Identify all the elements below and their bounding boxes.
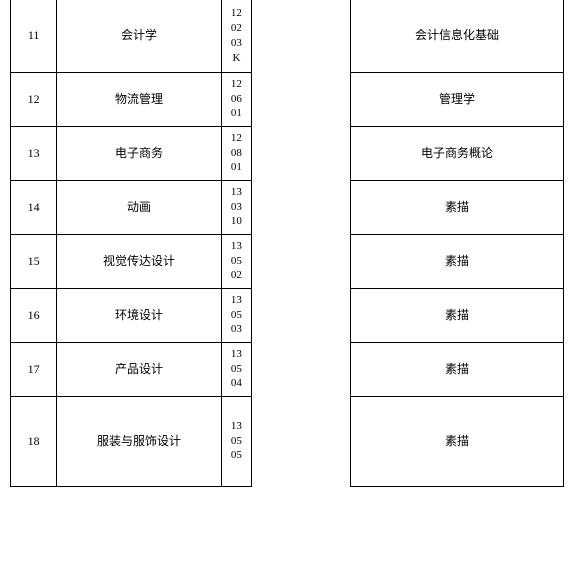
course-name: 会计信息化基础 [351,0,564,72]
row-number: 11 [11,0,57,72]
table-row: 13 电子商务 120801 [11,126,252,180]
major-name: 动画 [57,180,222,234]
major-name: 电子商务 [57,126,222,180]
major-code: 130503 [221,288,251,342]
row-number: 13 [11,126,57,180]
table-row: 素描 [351,396,564,486]
major-name: 会计学 [57,0,222,72]
major-code: 120203K [221,0,251,72]
major-code: 130504 [221,342,251,396]
course-name: 素描 [351,396,564,486]
row-number: 17 [11,342,57,396]
major-code: 120801 [221,126,251,180]
row-number: 16 [11,288,57,342]
table-row: 18 服装与服饰设计 130505 [11,396,252,486]
row-number: 15 [11,234,57,288]
table-row: 11 会计学 120203K [11,0,252,72]
major-code: 130310 [221,180,251,234]
table-row: 会计信息化基础 [351,0,564,72]
table-row: 16 环境设计 130503 [11,288,252,342]
table-row: 素描 [351,342,564,396]
major-code: 120601 [221,72,251,126]
table-row: 17 产品设计 130504 [11,342,252,396]
table-container: 11 会计学 120203K 12 物流管理 120601 13 电子商务 12… [0,0,574,566]
course-name: 素描 [351,180,564,234]
major-name: 服装与服饰设计 [57,396,222,486]
left-table: 11 会计学 120203K 12 物流管理 120601 13 电子商务 12… [10,0,252,487]
course-name: 管理学 [351,72,564,126]
row-number: 18 [11,396,57,486]
left-tbody: 11 会计学 120203K 12 物流管理 120601 13 电子商务 12… [11,0,252,486]
table-row: 14 动画 130310 [11,180,252,234]
right-table: 会计信息化基础 管理学 电子商务概论 素描 素描 素描 素描 素描 [350,0,564,487]
course-name: 素描 [351,234,564,288]
row-number: 12 [11,72,57,126]
major-code: 130502 [221,234,251,288]
major-code: 130505 [221,396,251,486]
table-row: 素描 [351,180,564,234]
table-row: 12 物流管理 120601 [11,72,252,126]
table-row: 管理学 [351,72,564,126]
major-name: 产品设计 [57,342,222,396]
table-row: 15 视觉传达设计 130502 [11,234,252,288]
course-name: 素描 [351,342,564,396]
course-name: 素描 [351,288,564,342]
row-number: 14 [11,180,57,234]
major-name: 视觉传达设计 [57,234,222,288]
table-row: 电子商务概论 [351,126,564,180]
major-name: 环境设计 [57,288,222,342]
course-name: 电子商务概论 [351,126,564,180]
table-row: 素描 [351,288,564,342]
major-name: 物流管理 [57,72,222,126]
table-row: 素描 [351,234,564,288]
right-tbody: 会计信息化基础 管理学 电子商务概论 素描 素描 素描 素描 素描 [351,0,564,486]
